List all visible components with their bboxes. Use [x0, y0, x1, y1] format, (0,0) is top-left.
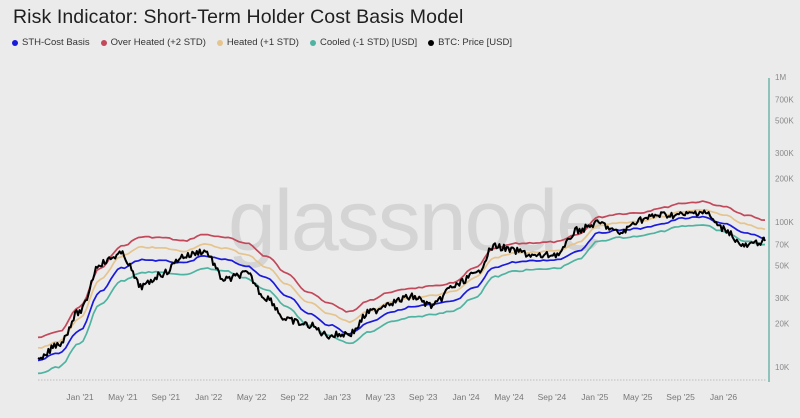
legend-label: Over Heated (+2 STD): [110, 37, 206, 48]
x-tick-label: Jan '23: [324, 392, 351, 402]
legend-dot-icon: [309, 39, 316, 46]
x-tick-label: May '22: [237, 392, 267, 402]
y-axis-ticks: 10K 20K 30K 50K 70K 100K 200K 300K 500K 700K 1M: [775, 73, 794, 372]
y-tick-label: 300K: [775, 149, 794, 158]
y-tick-label: 700K: [775, 96, 794, 105]
chart-legend: STH-Cost Basis Over Heated (+2 STD) Heat…: [12, 37, 512, 48]
x-tick-label: May '24: [494, 392, 524, 402]
series-line-over-heated-2-std: [37, 200, 766, 339]
legend-dot-icon: [428, 39, 435, 46]
legend-dot-icon: [12, 39, 18, 46]
legend-label: STH-Cost Basis: [22, 37, 90, 48]
legend-item-btc-price[interactable]: BTC: Price [USD]: [428, 37, 512, 48]
x-tick-label: Sep '21: [152, 392, 181, 402]
x-tick-label: Sep '23: [409, 392, 438, 402]
legend-item-heated[interactable]: Heated (+1 STD): [216, 37, 299, 48]
y-tick-label: 50K: [775, 262, 790, 271]
legend-label: Cooled (-1 STD) [USD]: [319, 37, 418, 48]
x-tick-label: May '21: [108, 392, 138, 402]
x-tick-label: Jan '25: [581, 392, 608, 402]
x-tick-label: Jan '21: [66, 392, 93, 402]
x-tick-label: May '23: [366, 392, 396, 402]
x-tick-label: Jan '24: [453, 392, 480, 402]
x-tick-label: Sep '25: [666, 392, 695, 402]
series-lines: [37, 200, 766, 375]
x-axis-ticks: Jan '21 May '21 Sep '21 Jan '22 May '22 Sep '…: [66, 392, 737, 402]
page-title: Risk Indicator: Short-Term Holder Cost B…: [13, 6, 464, 28]
legend-item-over-heated[interactable]: Over Heated (+2 STD): [100, 37, 206, 48]
y-tick-label: 10K: [775, 363, 790, 372]
y-tick-label: 1M: [775, 73, 786, 82]
legend-label: BTC: Price [USD]: [438, 37, 512, 48]
legend-item-cooled[interactable]: Cooled (-1 STD) [USD]: [309, 37, 418, 48]
x-tick-label: Sep '24: [538, 392, 567, 402]
y-tick-label: 500K: [775, 117, 794, 126]
y-tick-label: 20K: [775, 319, 790, 328]
y-tick-label: 30K: [775, 294, 790, 303]
x-tick-label: Jan '22: [195, 392, 222, 402]
series-line-sth-cost-basis: [37, 215, 766, 362]
x-tick-label: Sep '22: [280, 392, 309, 402]
watermark: glassnode: [228, 173, 602, 269]
y-tick-label: 70K: [775, 241, 790, 250]
x-tick-label: Jan '26: [710, 392, 737, 402]
legend-dot-icon: [100, 39, 107, 46]
y-tick-label: 100K: [775, 218, 794, 227]
x-tick-label: May '25: [623, 392, 653, 402]
series-line-btc-price-usd: [37, 209, 766, 361]
legend-dot-icon: [216, 39, 223, 46]
y-tick-label: 200K: [775, 174, 794, 183]
legend-label: Heated (+1 STD): [226, 37, 299, 48]
legend-item-sth-cost-basis[interactable]: STH-Cost Basis: [12, 37, 90, 48]
